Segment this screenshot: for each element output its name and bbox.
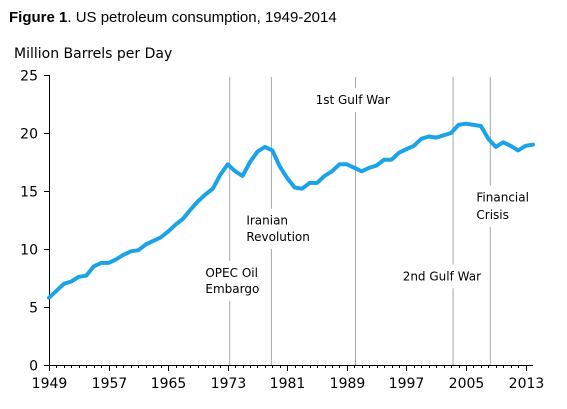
opec-oil-embargo-label-1: OPEC Oil: [205, 266, 258, 280]
x-tick-label-1973: 1973: [211, 376, 247, 392]
x-tick-label-1957: 1957: [92, 376, 128, 392]
opec-oil-embargo-label-2: Embargo: [205, 282, 259, 296]
first-gulf-war-label-1: 1st Gulf War: [316, 93, 390, 107]
series-layer: [47, 121, 535, 300]
y-tick-label-10: 10: [20, 243, 38, 259]
y-tick-label-15: 15: [20, 185, 38, 201]
y-axis-label: Million Barrels per Day: [14, 46, 172, 62]
second-gulf-war-label-1: 2nd Gulf War: [403, 269, 481, 283]
x-tick-label-1997: 1997: [389, 376, 425, 392]
y-tick-label-0: 0: [29, 359, 38, 375]
x-tick-label-2013: 2013: [509, 376, 545, 392]
x-tick-label-1989: 1989: [330, 376, 366, 392]
event-markers: OPEC Oil Embargo Iranian Revolution 1st Gulf…: [205, 77, 529, 365]
axes: 0 5 10 15 20 25 1949 1957 1965 1973 1981 1989 1997 20…: [20, 69, 544, 393]
y-tick-label-25: 25: [20, 69, 38, 85]
iranian-revolution-label-1: Iranian: [246, 214, 288, 228]
y-tick-label-5: 5: [29, 301, 38, 317]
x-tick-label-2005: 2005: [449, 376, 485, 392]
figure-title-text: . US petroleum consumption, 1949-2014: [67, 9, 336, 26]
x-tick-label-1965: 1965: [151, 376, 187, 392]
iranian-revolution-label-2: Revolution: [246, 230, 310, 244]
consumption-series-line: [47, 121, 535, 300]
figure-title-prefix: Figure 1: [9, 9, 67, 26]
x-tick-label-1981: 1981: [270, 376, 306, 392]
financial-crisis-label-1: Financial: [476, 190, 529, 204]
figure-title: Figure 1. US petroleum consumption, 1949…: [9, 9, 337, 26]
financial-crisis-label-2: Crisis: [476, 208, 508, 222]
x-tick-label-1949: 1949: [32, 376, 68, 392]
y-tick-label-20: 20: [20, 127, 38, 143]
